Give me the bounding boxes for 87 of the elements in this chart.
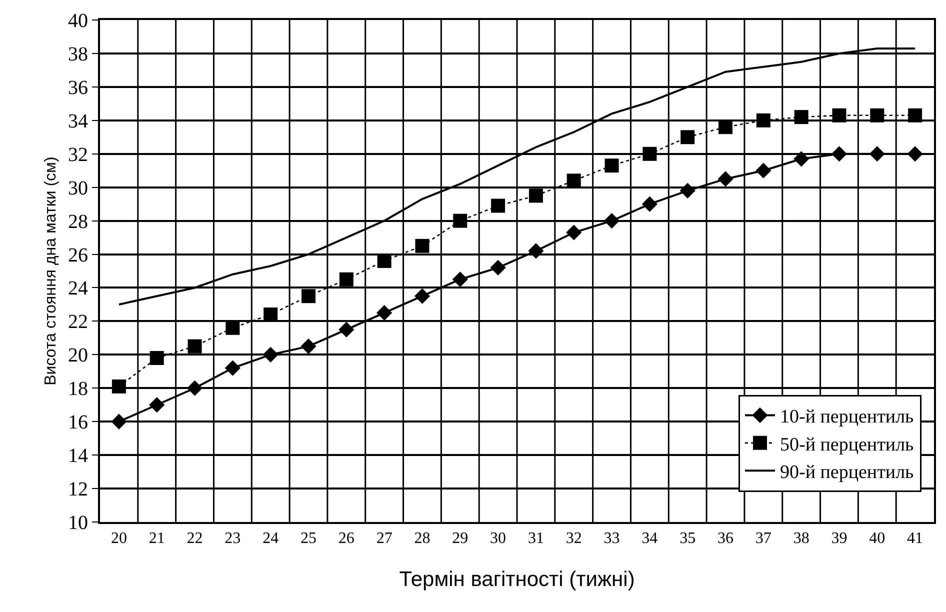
point <box>794 151 810 167</box>
x-tick-label: 28 <box>414 530 430 548</box>
y-tick-label: 30 <box>68 177 88 200</box>
point <box>338 322 354 338</box>
point <box>870 108 884 122</box>
y-tick-label: 28 <box>68 210 88 233</box>
point <box>111 414 127 430</box>
point <box>604 158 619 173</box>
point <box>642 146 657 161</box>
x-tick-label: 31 <box>528 530 544 548</box>
point <box>149 397 165 413</box>
point <box>718 120 732 134</box>
y-tick-label: 38 <box>68 43 88 66</box>
point <box>302 289 316 304</box>
x-tick-label: 36 <box>718 530 734 548</box>
x-tick-label: 30 <box>490 530 506 548</box>
point <box>491 198 506 213</box>
y-tick-label: 34 <box>68 110 88 132</box>
legend-label: 90-й перцентиль <box>780 462 914 484</box>
point <box>376 305 392 321</box>
legend-label: 10-й перцентиль <box>780 406 914 428</box>
y-tick-label: 18 <box>68 378 88 400</box>
point <box>718 171 734 187</box>
point <box>188 339 202 354</box>
point <box>642 196 658 212</box>
point <box>566 174 581 188</box>
x-tick-label: 41 <box>907 530 924 548</box>
y-tick-label: 26 <box>68 244 88 266</box>
x-tick-label: 40 <box>869 530 886 548</box>
point <box>528 188 543 203</box>
point <box>528 243 544 259</box>
x-tick-label: 38 <box>793 530 810 548</box>
x-tick-label: 26 <box>338 530 354 548</box>
point <box>604 213 620 229</box>
point <box>262 346 278 362</box>
point <box>186 380 203 396</box>
x-tick-label: 33 <box>604 530 620 548</box>
y-tick-label: 40 <box>68 10 88 32</box>
legend-label: 50-й перцентиль <box>780 434 914 456</box>
point <box>907 146 923 162</box>
x-tick-label: 32 <box>566 530 582 548</box>
y-tick-label: 24 <box>68 278 88 300</box>
point <box>224 360 240 376</box>
x-tick-label: 27 <box>376 530 392 548</box>
point <box>490 260 506 276</box>
x-tick-label: 21 <box>148 530 165 548</box>
point <box>150 351 164 366</box>
x-tick-label: 29 <box>452 530 468 548</box>
point <box>908 108 922 122</box>
x-tick-label: 23 <box>224 530 241 548</box>
point <box>452 272 468 288</box>
point <box>112 379 126 394</box>
point <box>680 130 695 144</box>
point <box>832 108 846 122</box>
x-tick-label: 22 <box>186 530 203 548</box>
y-tick-label: 12 <box>68 478 88 501</box>
x-axis-title: Термін вагітності (тижні) <box>399 568 635 591</box>
y-tick-label: 22 <box>68 311 88 334</box>
point <box>415 238 430 253</box>
x-tick-label: 37 <box>755 530 772 548</box>
point <box>453 214 468 228</box>
point <box>300 338 316 354</box>
x-tick-label: 24 <box>262 530 279 548</box>
x-tick-label: 34 <box>642 530 658 548</box>
y-axis-title: Висота стояння дна матки (см) <box>42 156 60 386</box>
point <box>756 113 770 128</box>
y-tick-label: 20 <box>68 344 88 367</box>
point <box>264 308 278 322</box>
point <box>794 110 808 124</box>
point <box>680 182 696 198</box>
x-tick-label: 20 <box>110 530 127 548</box>
point <box>339 272 354 286</box>
x-tick-label: 35 <box>680 530 696 548</box>
point <box>414 288 430 304</box>
x-tick-label: 39 <box>831 530 848 548</box>
point <box>566 224 582 240</box>
y-tick-label: 32 <box>68 144 88 166</box>
y-tick-label: 10 <box>68 512 88 534</box>
y-tick-label: 16 <box>68 412 88 434</box>
x-tick-label: 25 <box>300 530 316 548</box>
point <box>869 146 885 162</box>
point <box>756 162 772 178</box>
y-tick-label: 14 <box>68 445 88 468</box>
point <box>226 320 240 335</box>
point <box>377 254 392 268</box>
y-tick-label: 36 <box>68 76 88 99</box>
point <box>831 146 848 162</box>
